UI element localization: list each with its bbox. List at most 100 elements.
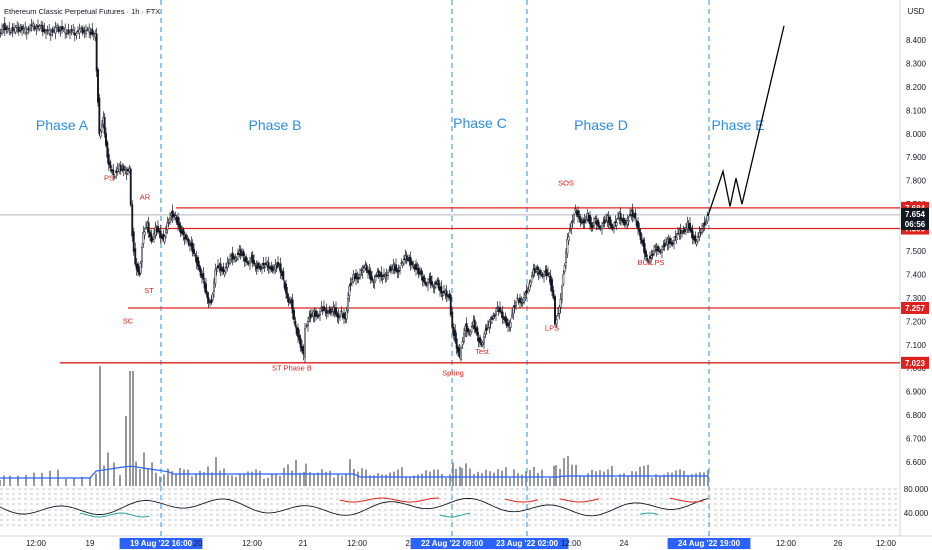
candle-body — [261, 267, 263, 269]
candle-body — [405, 255, 408, 261]
candle-body — [112, 169, 115, 175]
candle-body — [591, 225, 594, 228]
candle-body — [371, 276, 373, 281]
volume-bar — [659, 475, 661, 486]
oscillator-overbought — [559, 498, 600, 503]
volume-bar — [703, 472, 705, 486]
candle-body — [75, 33, 78, 36]
volume-bar — [103, 465, 105, 486]
candle-body — [654, 246, 657, 248]
volume-bar — [159, 476, 161, 486]
candle-body — [262, 262, 265, 266]
candle-body — [519, 297, 521, 303]
candle-body — [423, 275, 425, 283]
candle-body — [11, 27, 14, 32]
candle-body — [629, 214, 631, 216]
candle-body — [30, 24, 33, 27]
volume-bar — [33, 472, 35, 486]
candle-body — [225, 267, 227, 269]
y-tick-label: 6.900 — [906, 388, 927, 397]
volume-bar — [459, 466, 461, 486]
candle-body — [452, 327, 455, 337]
candle-body — [547, 272, 549, 276]
volume-ma-line — [0, 465, 708, 479]
candle-body — [62, 28, 65, 30]
y-tick-label: 6.800 — [906, 411, 927, 420]
candle-body — [72, 29, 75, 33]
volume-bar — [211, 472, 213, 486]
oscillator-overbought — [339, 497, 440, 503]
candle-body — [484, 330, 487, 335]
wyckoff-event-label: ST Phase B — [272, 364, 312, 373]
level-price-label: 7.257 — [905, 304, 926, 313]
volume-bar — [683, 470, 685, 486]
oscillator-tick: 40.000 — [904, 509, 929, 518]
candle-body — [110, 169, 113, 172]
candle-body — [214, 269, 217, 284]
wyckoff-event-label: Test — [475, 347, 490, 356]
candle-body — [691, 230, 694, 239]
candle-body — [304, 328, 306, 358]
volume-bar — [615, 477, 617, 486]
candle-body — [101, 123, 103, 128]
time-highlight-tag — [119, 538, 203, 549]
candle-body — [29, 27, 31, 31]
candle-body — [5, 26, 8, 30]
candle-body — [349, 283, 352, 286]
y-tick-label: 7.500 — [906, 247, 927, 256]
volume-bar — [132, 371, 134, 486]
volume-bar — [675, 470, 677, 486]
candle-body — [360, 269, 363, 271]
candle-body — [598, 225, 601, 228]
candle-body — [347, 298, 349, 312]
candle-body — [150, 233, 153, 242]
candle-body — [302, 346, 305, 355]
candle-body — [325, 309, 328, 314]
volume-bar — [73, 477, 75, 486]
candle-body — [249, 260, 251, 265]
volume-bar — [485, 469, 487, 486]
candle-body — [401, 262, 404, 266]
volume-bar — [501, 470, 503, 486]
candle-body — [56, 25, 59, 29]
candle-body — [601, 225, 603, 230]
candle-body — [417, 268, 420, 275]
candle-body — [335, 307, 337, 316]
volume-bar — [199, 470, 201, 486]
candle-body — [253, 260, 255, 265]
volume-bar — [465, 463, 467, 486]
candle-body — [21, 26, 23, 30]
volume-bar — [481, 473, 483, 486]
volume-bar — [9, 475, 11, 486]
candle-body — [298, 335, 301, 341]
candle-body — [399, 267, 401, 271]
volume-bar — [603, 471, 605, 486]
volume-bar — [227, 475, 229, 486]
candle-body — [81, 27, 84, 34]
candle-body — [24, 27, 27, 34]
volume-bar — [397, 469, 399, 486]
candle-body — [539, 269, 541, 275]
candle-body — [381, 278, 384, 280]
candle-body — [193, 249, 195, 255]
candle-body — [449, 294, 452, 316]
candle-body — [631, 209, 634, 217]
volume-bar — [125, 416, 127, 486]
candle-body — [501, 311, 504, 319]
candle-body — [229, 259, 231, 264]
candle-body — [205, 283, 207, 294]
candle-body — [25, 32, 28, 34]
candle-body — [116, 168, 119, 172]
candle-body — [206, 292, 209, 299]
volume-bar — [0, 480, 1, 486]
candle-body — [13, 28, 15, 31]
candle-body — [242, 251, 245, 256]
volume-bar — [263, 478, 265, 486]
x-tick-label-highlight: 22 Aug '22 09:00 — [421, 539, 484, 548]
candle-body — [638, 228, 641, 233]
candle-body — [51, 28, 54, 33]
candle-body — [16, 25, 19, 28]
candle-body — [578, 216, 581, 219]
candle-body — [92, 32, 95, 35]
